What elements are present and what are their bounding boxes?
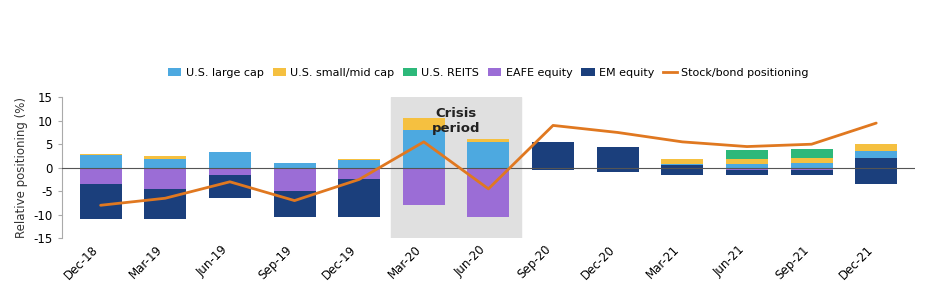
Bar: [790, 158, 832, 163]
Bar: [790, 149, 832, 158]
Bar: [403, 168, 445, 205]
Bar: [726, 168, 768, 175]
Bar: [532, 142, 574, 170]
Bar: [532, 149, 574, 161]
Bar: [856, 158, 897, 184]
Bar: [661, 159, 703, 164]
Bar: [468, 142, 510, 168]
Bar: [661, 165, 703, 175]
Bar: [209, 152, 251, 168]
Bar: [209, 175, 251, 198]
Bar: [597, 158, 639, 165]
Y-axis label: Relative positioning (%): Relative positioning (%): [15, 97, 28, 238]
Bar: [532, 168, 574, 170]
Text: Crisis
period: Crisis period: [432, 107, 481, 135]
Bar: [273, 191, 315, 217]
Bar: [790, 168, 832, 175]
Bar: [661, 164, 703, 168]
Bar: [597, 165, 639, 168]
Bar: [144, 168, 186, 189]
Bar: [339, 159, 380, 160]
Bar: [339, 179, 380, 217]
Bar: [209, 168, 251, 175]
Bar: [80, 184, 122, 219]
Legend: U.S. large cap, U.S. small/mid cap, U.S. REITS, EAFE equity, EM equity, Stock/bo: U.S. large cap, U.S. small/mid cap, U.S.…: [164, 63, 813, 82]
Bar: [726, 164, 768, 168]
Bar: [392, 97, 521, 238]
Bar: [726, 170, 768, 175]
Bar: [273, 163, 315, 168]
Bar: [468, 139, 510, 142]
Bar: [339, 168, 380, 179]
Bar: [856, 144, 897, 151]
Bar: [144, 159, 186, 168]
Bar: [856, 151, 897, 168]
Bar: [80, 154, 122, 168]
Bar: [790, 163, 832, 168]
Bar: [403, 130, 445, 168]
Bar: [597, 146, 639, 172]
Bar: [661, 168, 703, 175]
Bar: [856, 168, 897, 184]
Bar: [144, 189, 186, 219]
Bar: [468, 168, 510, 217]
Bar: [403, 119, 445, 130]
Bar: [532, 161, 574, 168]
Bar: [790, 170, 832, 175]
Bar: [726, 150, 768, 159]
Bar: [273, 168, 315, 191]
Bar: [726, 159, 768, 164]
Bar: [597, 168, 639, 172]
Bar: [339, 160, 380, 168]
Bar: [144, 157, 186, 159]
Bar: [80, 168, 122, 184]
